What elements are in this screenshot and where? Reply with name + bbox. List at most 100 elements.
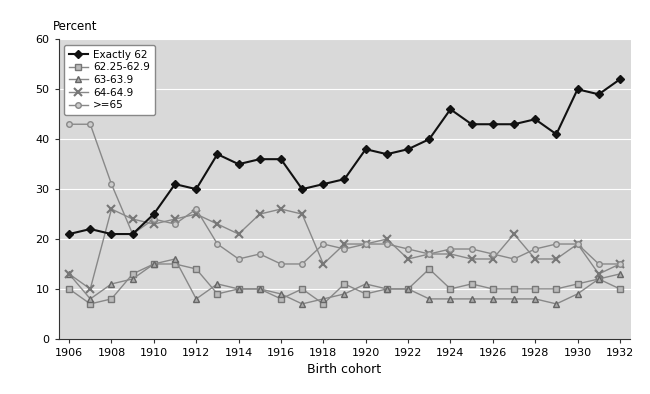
Exactly 62 — [552, 132, 560, 137]
62.25-62.9 — [192, 267, 200, 271]
Exactly 62 — [510, 122, 518, 126]
62.25-62.9 — [256, 286, 264, 291]
62.25-62.9 — [616, 286, 624, 291]
62.25-62.9 — [235, 286, 242, 291]
62.25-62.9 — [574, 282, 582, 286]
62.25-62.9 — [319, 301, 327, 306]
62.25-62.9 — [425, 267, 433, 271]
62.25-62.9 — [468, 282, 476, 286]
Exactly 62 — [65, 232, 73, 236]
Legend: Exactly 62, 62.25-62.9, 63-63.9, 64-64.9, >=65: Exactly 62, 62.25-62.9, 63-63.9, 64-64.9… — [64, 45, 155, 115]
>=65 — [192, 207, 200, 212]
64-64.9 — [213, 222, 221, 227]
63-63.9 — [341, 292, 348, 296]
>=65 — [383, 242, 391, 246]
62.25-62.9 — [531, 286, 539, 291]
>=65 — [425, 252, 433, 256]
>=65 — [150, 217, 158, 221]
Exactly 62 — [468, 122, 476, 126]
64-64.9 — [192, 212, 200, 216]
63-63.9 — [213, 282, 221, 286]
63-63.9 — [616, 271, 624, 276]
63-63.9 — [298, 301, 306, 306]
63-63.9 — [510, 297, 518, 301]
62.25-62.9 — [65, 286, 73, 291]
Exactly 62 — [86, 227, 94, 231]
Exactly 62 — [362, 147, 370, 152]
>=65 — [277, 262, 285, 266]
62.25-62.9 — [171, 262, 179, 266]
Line: Exactly 62: Exactly 62 — [66, 76, 623, 237]
63-63.9 — [65, 271, 73, 276]
62.25-62.9 — [489, 286, 497, 291]
>=65 — [65, 122, 73, 126]
>=65 — [447, 247, 454, 251]
Line: >=65: >=65 — [66, 121, 623, 267]
63-63.9 — [192, 297, 200, 301]
>=65 — [213, 242, 221, 246]
64-64.9 — [574, 242, 582, 246]
>=65 — [256, 252, 264, 256]
64-64.9 — [150, 222, 158, 227]
62.25-62.9 — [447, 286, 454, 291]
Exactly 62 — [129, 232, 136, 236]
>=65 — [616, 262, 624, 266]
64-64.9 — [107, 207, 115, 212]
63-63.9 — [150, 262, 158, 266]
Exactly 62 — [489, 122, 497, 126]
64-64.9 — [129, 217, 136, 221]
64-64.9 — [616, 262, 624, 266]
63-63.9 — [447, 297, 454, 301]
64-64.9 — [404, 256, 412, 261]
Exactly 62 — [213, 152, 221, 156]
62.25-62.9 — [298, 286, 306, 291]
64-64.9 — [425, 252, 433, 256]
62.25-62.9 — [129, 271, 136, 276]
>=65 — [107, 182, 115, 186]
62.25-62.9 — [86, 301, 94, 306]
62.25-62.9 — [107, 297, 115, 301]
Exactly 62 — [447, 107, 454, 112]
64-64.9 — [383, 237, 391, 242]
>=65 — [171, 222, 179, 227]
64-64.9 — [65, 271, 73, 276]
>=65 — [298, 262, 306, 266]
Exactly 62 — [277, 157, 285, 162]
Line: 63-63.9: 63-63.9 — [66, 256, 623, 307]
62.25-62.9 — [362, 292, 370, 296]
Text: Percent: Percent — [53, 20, 98, 33]
63-63.9 — [86, 297, 94, 301]
>=65 — [404, 247, 412, 251]
64-64.9 — [362, 242, 370, 246]
63-63.9 — [129, 277, 136, 281]
63-63.9 — [425, 297, 433, 301]
Exactly 62 — [616, 77, 624, 82]
64-64.9 — [489, 256, 497, 261]
63-63.9 — [489, 297, 497, 301]
>=65 — [319, 242, 327, 246]
62.25-62.9 — [277, 297, 285, 301]
Exactly 62 — [319, 182, 327, 186]
Exactly 62 — [574, 87, 582, 92]
63-63.9 — [235, 286, 242, 291]
Exactly 62 — [595, 92, 603, 97]
64-64.9 — [86, 286, 94, 291]
63-63.9 — [595, 277, 603, 281]
63-63.9 — [552, 301, 560, 306]
Exactly 62 — [107, 232, 115, 236]
Exactly 62 — [404, 147, 412, 152]
Exactly 62 — [150, 212, 158, 216]
64-64.9 — [341, 242, 348, 246]
>=65 — [552, 242, 560, 246]
64-64.9 — [510, 232, 518, 236]
>=65 — [531, 247, 539, 251]
62.25-62.9 — [510, 286, 518, 291]
63-63.9 — [574, 292, 582, 296]
64-64.9 — [595, 271, 603, 276]
64-64.9 — [552, 256, 560, 261]
64-64.9 — [277, 207, 285, 212]
64-64.9 — [319, 262, 327, 266]
63-63.9 — [107, 282, 115, 286]
Exactly 62 — [425, 137, 433, 141]
63-63.9 — [171, 256, 179, 261]
